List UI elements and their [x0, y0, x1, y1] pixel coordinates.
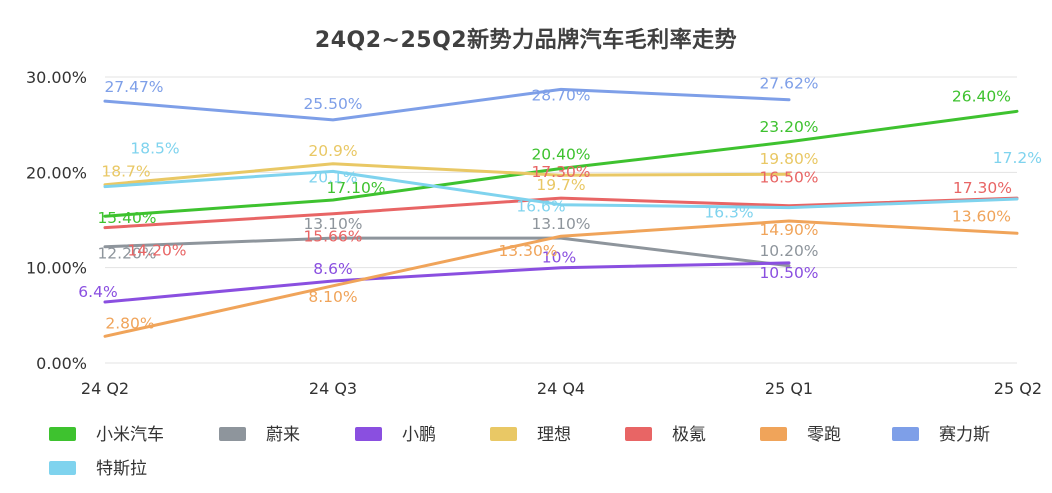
series-line: [103, 236, 791, 268]
data-label: 8.6%: [313, 260, 352, 278]
data-label: 26.40%: [952, 87, 1011, 105]
data-label: 20.9%: [308, 142, 357, 160]
data-label: 20.40%: [531, 146, 590, 164]
y-tick-label: 30.00%: [26, 68, 87, 87]
legend-swatch: [625, 427, 652, 441]
legend-label: 小鹏: [402, 425, 436, 445]
x-tick-label: 25 Q2: [994, 379, 1042, 398]
data-label: 17.30%: [953, 179, 1012, 197]
series-line: [103, 162, 791, 187]
data-label: 10.20%: [759, 242, 818, 260]
data-label: 28.70%: [531, 86, 590, 104]
data-label: 14.90%: [759, 221, 818, 239]
data-label: 17.30%: [531, 163, 590, 181]
data-label: 17.2%: [993, 149, 1042, 167]
legend-swatch: [355, 427, 382, 441]
y-tick-label: 20.00%: [26, 163, 87, 182]
series-line: [103, 169, 1019, 210]
data-label: 19.7%: [536, 176, 585, 194]
legend-swatch: [892, 427, 919, 441]
series-line: [103, 196, 1019, 230]
data-label: 2.80%: [105, 314, 154, 332]
legend-swatch: [49, 461, 76, 475]
data-label: 17.10%: [326, 179, 385, 197]
x-tick-label: 24 Q2: [81, 379, 129, 398]
data-label: 23.20%: [759, 118, 818, 136]
legend-label: 蔚来: [266, 425, 300, 445]
data-label: 13.30%: [498, 242, 557, 260]
legend-swatch: [219, 427, 246, 441]
data-label: 18.5%: [130, 140, 179, 158]
x-tick-label: 24 Q3: [309, 379, 357, 398]
legend-label: 小米汽车: [96, 425, 164, 445]
data-label: 13.60%: [952, 207, 1011, 225]
y-tick-label: 0.00%: [36, 354, 87, 373]
x-tick-label: 24 Q4: [537, 379, 585, 398]
data-label: 18.7%: [101, 163, 150, 181]
data-label: 20.1%: [308, 168, 357, 186]
data-label: 25.50%: [303, 95, 362, 113]
data-label: 13.10%: [531, 215, 590, 233]
data-label: 10.50%: [759, 264, 818, 282]
legend-swatch: [490, 427, 517, 441]
series-line: [103, 109, 1019, 218]
data-label: 27.62%: [759, 75, 818, 93]
x-tick-label: 25 Q1: [765, 379, 813, 398]
data-label: 16.6%: [516, 198, 565, 216]
legend-swatch: [760, 427, 787, 441]
series-line: [103, 87, 791, 122]
data-label: 12.20%: [97, 245, 156, 263]
legend-label: 极氪: [672, 425, 706, 445]
data-label: 15.66%: [303, 228, 362, 246]
legend-label: 特斯拉: [96, 459, 147, 479]
data-label: 15.40%: [97, 209, 156, 227]
legend-label: 零跑: [807, 425, 841, 445]
series-line: [103, 261, 791, 304]
data-label: 8.10%: [308, 288, 357, 306]
data-label: 13.10%: [303, 215, 362, 233]
data-label: 6.4%: [78, 283, 117, 301]
legend-swatch: [49, 427, 76, 441]
legend-label: 理想: [537, 425, 571, 445]
data-label: 16.3%: [704, 204, 753, 222]
data-label: 27.47%: [104, 78, 163, 96]
data-label: 14.20%: [127, 242, 186, 260]
series-line: [103, 219, 1019, 338]
chart-title: 24Q2~25Q2新势力品牌汽车毛利率走势: [314, 28, 738, 53]
data-label: 10%: [542, 249, 576, 267]
data-label: 16.50%: [759, 169, 818, 187]
legend-label: 赛力斯: [939, 424, 990, 445]
data-label: 19.80%: [759, 150, 818, 168]
y-tick-label: 10.00%: [26, 259, 87, 278]
